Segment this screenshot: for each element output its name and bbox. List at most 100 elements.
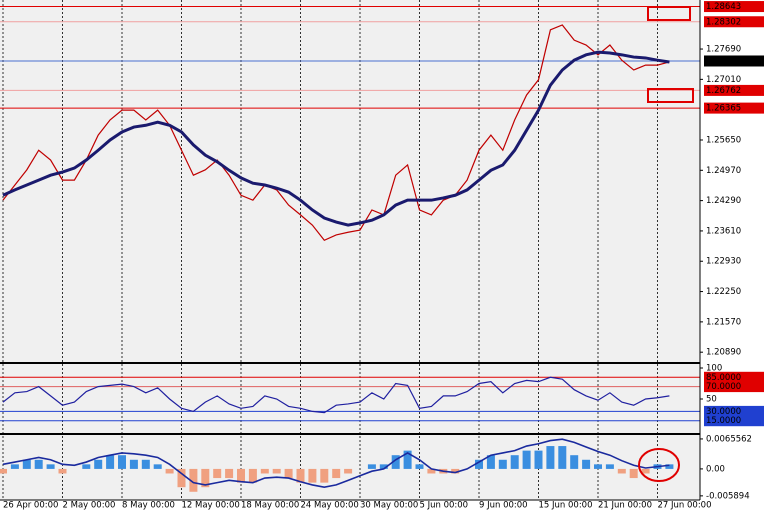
histogram-bar: [332, 468, 341, 479]
series-line: [2, 24, 670, 242]
histogram-bar: [486, 455, 495, 469]
level-label: 1.26762: [706, 86, 741, 96]
histogram-bar: [34, 459, 43, 469]
histogram-bar: [546, 446, 555, 469]
histogram-bar: [272, 468, 281, 474]
histogram-bar: [379, 464, 388, 469]
y-tick-label: 50: [706, 395, 717, 405]
histogram-bar: [10, 464, 19, 469]
histogram-bar: [451, 468, 460, 474]
level-label: 1.28302: [706, 17, 741, 27]
level-label-box: [704, 55, 764, 67]
histogram-bar: [308, 468, 317, 483]
histogram-bar: [189, 468, 198, 492]
histogram-bar: [46, 464, 55, 469]
histogram-bar: [82, 464, 91, 469]
series-line: [2, 376, 670, 414]
histogram-bar: [617, 468, 626, 474]
y-tick-label: -0.005894: [706, 491, 750, 501]
histogram-bar: [558, 446, 567, 469]
histogram-bar: [129, 459, 138, 469]
histogram-bar: [641, 468, 650, 474]
level-label: 1.26365: [706, 104, 741, 114]
histogram-bar: [106, 455, 115, 469]
histogram-bar: [165, 468, 174, 474]
histogram-bar: [629, 468, 638, 479]
y-tick-label: 0.0065562: [706, 434, 752, 444]
level-label: 1.27422: [706, 56, 741, 66]
level-label: 1.28643: [706, 2, 741, 12]
level-label: 70.0000: [706, 382, 741, 392]
histogram-bar: [582, 459, 591, 469]
histogram-bar: [391, 455, 400, 469]
y-tick-label: 1.27010: [706, 75, 741, 85]
level-label: 85.0000: [706, 373, 741, 383]
level-label-box: [704, 415, 764, 427]
histogram-bar: [344, 468, 353, 474]
histogram-bar: [320, 468, 329, 483]
x-tick-label: 18 May 00:00: [241, 501, 299, 510]
histogram-bar: [0, 468, 7, 474]
x-tick-label: 9 Jun 00:00: [479, 501, 528, 510]
highlight-box: [647, 88, 694, 103]
level-label-box: [704, 1, 764, 13]
x-tick-label: 8 May 00:00: [122, 501, 175, 510]
level-label: 30.0000: [706, 407, 741, 417]
histogram-bar: [94, 459, 103, 469]
histogram-bar: [284, 468, 293, 479]
x-tick-label: 21 Jun 00:00: [598, 501, 652, 510]
plot-background: [0, 0, 700, 500]
y-tick-label: 100: [706, 364, 722, 374]
histogram-bar: [296, 468, 305, 483]
y-tick-label: 1.23610: [706, 226, 741, 236]
histogram-bar: [141, 459, 150, 469]
histogram-bar: [594, 464, 602, 469]
histogram-bar: [58, 468, 67, 474]
level-label-box: [704, 371, 764, 383]
histogram-bar: [367, 464, 376, 469]
histogram-bar: [201, 468, 210, 488]
level-label-box: [704, 405, 764, 417]
y-tick-label: 1.24290: [706, 196, 741, 206]
histogram-bar: [237, 468, 245, 483]
y-tick-label: 1.25650: [706, 135, 741, 145]
histogram-bar: [605, 464, 614, 469]
level-label-box: [704, 381, 764, 393]
highlight-circle: [638, 448, 680, 482]
y-tick-label: 1.24970: [706, 166, 741, 176]
level-label-box: [704, 84, 764, 96]
histogram-bar: [248, 468, 257, 483]
highlight-box: [647, 6, 691, 21]
histogram-bar: [403, 450, 412, 469]
histogram-bar: [153, 464, 162, 469]
y-tick-label: 1.27690: [706, 45, 741, 55]
histogram-bar: [665, 464, 674, 469]
x-tick-label: 27 Jun 00:00: [658, 501, 712, 510]
histogram-bar: [427, 468, 436, 474]
histogram-bar: [534, 450, 543, 469]
histogram-bar: [260, 468, 269, 474]
y-tick-label: 1.22250: [706, 287, 741, 297]
histogram-bar: [510, 455, 519, 469]
histogram-bar: [570, 455, 579, 469]
x-tick-label: 30 May 00:00: [360, 501, 418, 510]
histogram-bar: [498, 459, 507, 469]
level-label: 15.0000: [706, 416, 741, 426]
histogram-bar: [118, 455, 126, 469]
histogram-bar: [475, 459, 483, 469]
histogram-bar: [415, 464, 424, 469]
series-line: [2, 50, 670, 227]
x-tick-label: 24 May 00:00: [301, 501, 359, 510]
x-tick-label: 12 May 00:00: [182, 501, 240, 510]
y-tick-label: 0.00: [706, 464, 725, 474]
y-tick-label: 1.21570: [706, 317, 741, 327]
y-tick-label: 1.20890: [706, 348, 741, 358]
histogram-bar: [213, 468, 222, 479]
x-tick-label: 26 Apr 00:00: [3, 501, 58, 510]
histogram-bar: [177, 468, 186, 488]
x-tick-label: 2 May 00:00: [63, 501, 116, 510]
x-tick-label: 5 Jun 00:00: [420, 501, 469, 510]
